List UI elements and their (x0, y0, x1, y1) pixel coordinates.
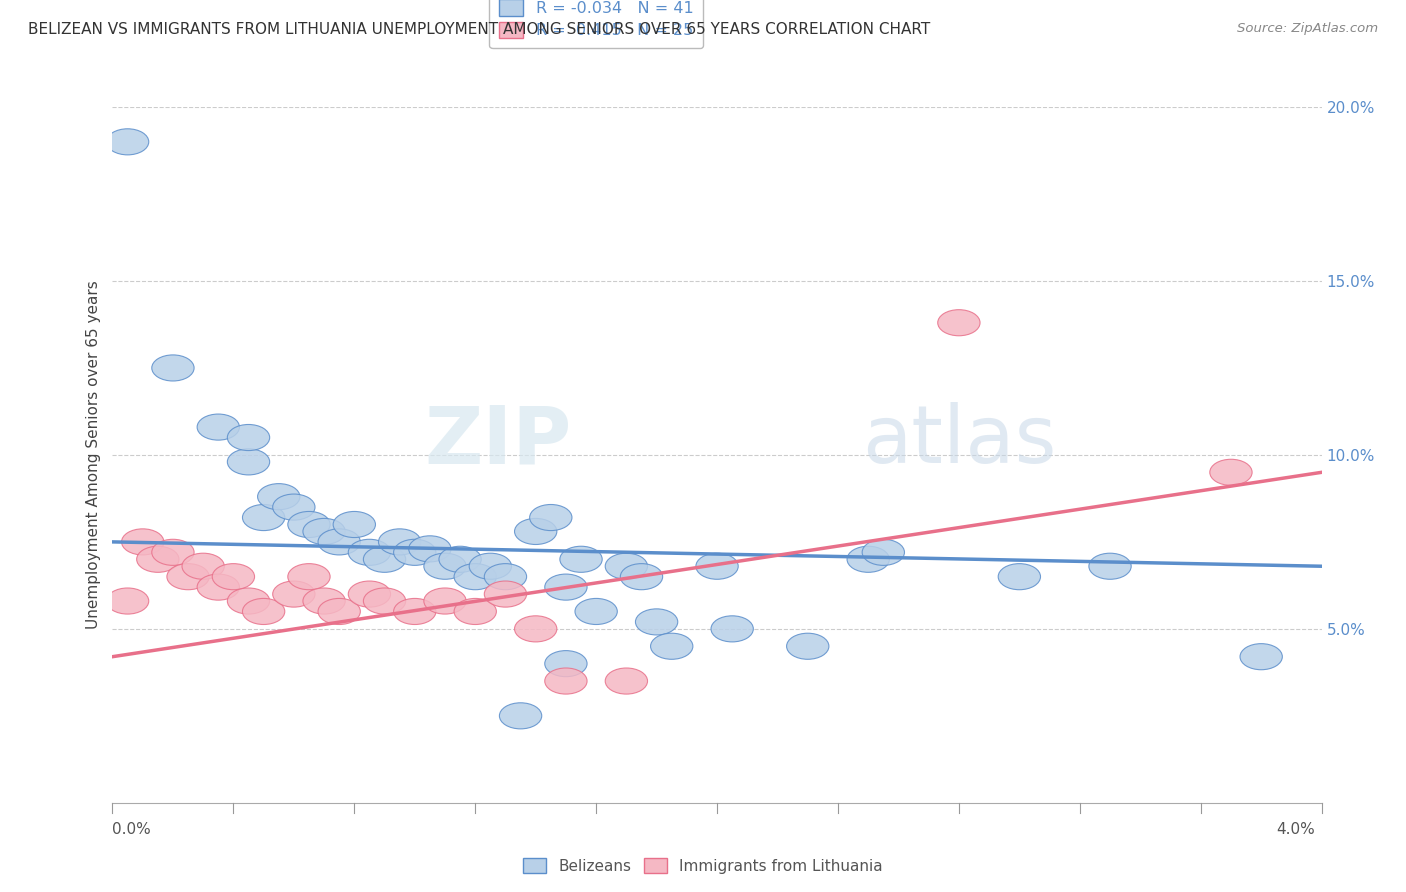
Ellipse shape (515, 615, 557, 642)
Ellipse shape (394, 540, 436, 566)
Ellipse shape (938, 310, 980, 335)
Ellipse shape (273, 581, 315, 607)
Ellipse shape (470, 553, 512, 579)
Ellipse shape (242, 599, 285, 624)
Ellipse shape (136, 546, 179, 573)
Ellipse shape (515, 518, 557, 544)
Ellipse shape (484, 581, 527, 607)
Ellipse shape (454, 564, 496, 590)
Ellipse shape (1240, 644, 1282, 670)
Ellipse shape (696, 553, 738, 579)
Legend: R = -0.034   N = 41, R =  0.415   N = 25: R = -0.034 N = 41, R = 0.415 N = 25 (489, 0, 703, 47)
Ellipse shape (197, 574, 239, 600)
Ellipse shape (439, 546, 481, 573)
Ellipse shape (107, 588, 149, 614)
Ellipse shape (228, 449, 270, 475)
Ellipse shape (575, 599, 617, 624)
Ellipse shape (1209, 459, 1253, 485)
Ellipse shape (302, 588, 346, 614)
Ellipse shape (394, 599, 436, 624)
Ellipse shape (605, 668, 648, 694)
Ellipse shape (423, 553, 467, 579)
Ellipse shape (288, 564, 330, 590)
Text: ZIP: ZIP (425, 402, 572, 480)
Ellipse shape (711, 615, 754, 642)
Ellipse shape (998, 564, 1040, 590)
Ellipse shape (349, 581, 391, 607)
Ellipse shape (273, 494, 315, 520)
Ellipse shape (530, 505, 572, 531)
Ellipse shape (242, 505, 285, 531)
Ellipse shape (605, 553, 648, 579)
Ellipse shape (862, 540, 904, 566)
Text: 0.0%: 0.0% (112, 822, 152, 837)
Ellipse shape (349, 540, 391, 566)
Ellipse shape (484, 564, 527, 590)
Ellipse shape (651, 633, 693, 659)
Y-axis label: Unemployment Among Seniors over 65 years: Unemployment Among Seniors over 65 years (86, 281, 101, 629)
Ellipse shape (454, 599, 496, 624)
Text: BELIZEAN VS IMMIGRANTS FROM LITHUANIA UNEMPLOYMENT AMONG SENIORS OVER 65 YEARS C: BELIZEAN VS IMMIGRANTS FROM LITHUANIA UN… (28, 22, 931, 37)
Ellipse shape (228, 588, 270, 614)
Ellipse shape (181, 553, 225, 579)
Ellipse shape (333, 511, 375, 538)
Ellipse shape (152, 540, 194, 566)
Ellipse shape (197, 414, 239, 440)
Ellipse shape (152, 355, 194, 381)
Ellipse shape (423, 588, 467, 614)
Ellipse shape (499, 703, 541, 729)
Ellipse shape (228, 425, 270, 450)
Ellipse shape (302, 518, 346, 544)
Ellipse shape (846, 546, 890, 573)
Text: Source: ZipAtlas.com: Source: ZipAtlas.com (1237, 22, 1378, 36)
Text: atlas: atlas (862, 402, 1056, 480)
Ellipse shape (318, 599, 360, 624)
Ellipse shape (167, 564, 209, 590)
Ellipse shape (363, 588, 406, 614)
Text: 4.0%: 4.0% (1275, 822, 1315, 837)
Ellipse shape (544, 574, 588, 600)
Ellipse shape (636, 609, 678, 635)
Ellipse shape (288, 511, 330, 538)
Legend: Belizeans, Immigrants from Lithuania: Belizeans, Immigrants from Lithuania (517, 852, 889, 880)
Ellipse shape (786, 633, 830, 659)
Ellipse shape (121, 529, 165, 555)
Ellipse shape (318, 529, 360, 555)
Ellipse shape (409, 536, 451, 562)
Ellipse shape (363, 546, 406, 573)
Ellipse shape (620, 564, 662, 590)
Ellipse shape (378, 529, 420, 555)
Ellipse shape (1088, 553, 1132, 579)
Ellipse shape (257, 483, 299, 509)
Ellipse shape (544, 668, 588, 694)
Ellipse shape (212, 564, 254, 590)
Ellipse shape (560, 546, 602, 573)
Ellipse shape (107, 128, 149, 155)
Ellipse shape (544, 650, 588, 677)
